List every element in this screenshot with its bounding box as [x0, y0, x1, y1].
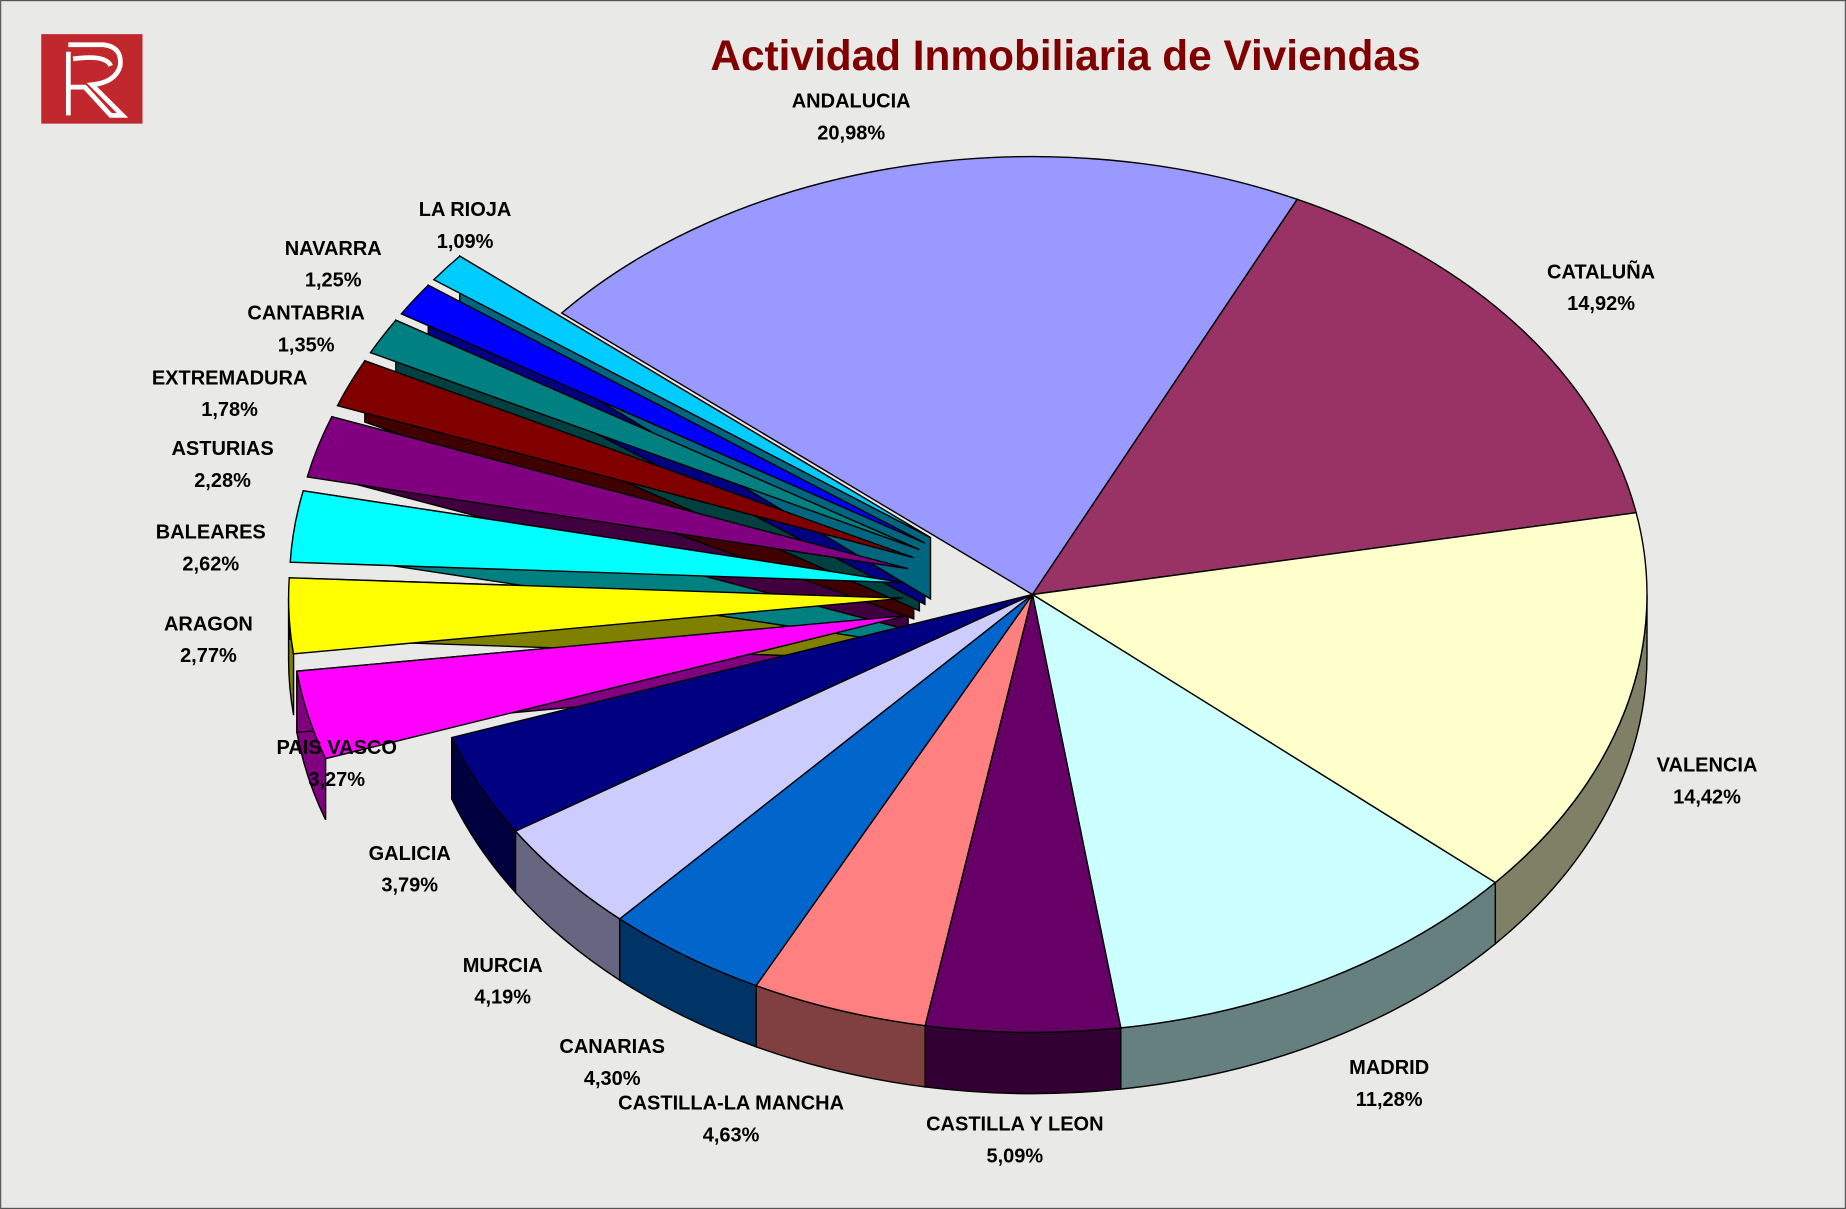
pie-slice — [369, 319, 920, 551]
slice-value-label: 4,30% — [584, 1068, 641, 1090]
slice-label: CANARIAS — [559, 1036, 665, 1058]
pie-slice — [289, 490, 905, 584]
slice-label: PAIS VASCO — [277, 737, 397, 759]
slice-value-label: 1,35% — [278, 334, 335, 356]
pie-slice — [400, 284, 926, 544]
slice-label: CATALUÑA — [1547, 260, 1655, 283]
slice-value-label: 4,19% — [474, 987, 531, 1009]
logo — [41, 34, 143, 124]
slice-label: VALENCIA — [1657, 755, 1758, 777]
slice-value-label: 1,78% — [201, 399, 258, 421]
pie-slice — [924, 594, 1122, 1034]
pie-slice — [306, 415, 909, 570]
slice-label: CANTABRIA — [247, 303, 364, 325]
slice-label: LA RIOJA — [419, 199, 512, 221]
slice-value-label: 4,63% — [703, 1124, 760, 1146]
slice-value-label: 2,28% — [194, 470, 251, 492]
pie-slice — [560, 155, 1299, 596]
slice-label: NAVARRA — [285, 238, 382, 260]
pie-slice — [755, 594, 1034, 1027]
slice-label: MADRID — [1349, 1057, 1429, 1079]
slice-label: CASTILLA-LA MANCHA — [618, 1093, 844, 1115]
slice-value-label: 3,79% — [381, 875, 438, 897]
slice-label: BALEARES — [156, 522, 266, 544]
slice-value-label: 5,09% — [986, 1145, 1043, 1167]
slice-value-label: 1,09% — [437, 231, 494, 253]
slice-label: ANDALUCIA — [792, 91, 911, 113]
slice-label: ARAGON — [164, 613, 253, 635]
pie-slice — [287, 577, 904, 655]
logo-box — [41, 34, 143, 124]
pie-slice — [618, 593, 1034, 987]
slice-label: ASTURIAS — [171, 438, 273, 460]
slice-value-label: 11,28% — [1356, 1089, 1423, 1111]
logo-mark — [65, 42, 129, 118]
slice-label: GALICIA — [369, 843, 451, 865]
slice-value-label: 3,27% — [308, 769, 365, 791]
chart-title: Actividad Inmobiliaria de Viviendas — [710, 32, 1420, 79]
slice-value-label: 2,62% — [182, 553, 239, 575]
slice-label: CASTILLA Y LEON — [926, 1114, 1103, 1136]
slice-value-label: 14,92% — [1567, 293, 1635, 315]
slice-label: MURCIA — [463, 955, 543, 977]
slice-label: EXTREMADURA — [152, 367, 308, 389]
pie-slice — [296, 614, 907, 760]
slice-value-label: 14,42% — [1673, 786, 1741, 808]
pie-slice — [1030, 511, 1648, 884]
pie-slice — [336, 359, 914, 559]
slice-value-label: 1,25% — [305, 270, 362, 292]
slice-value-label: 2,77% — [180, 645, 237, 667]
slice-value-label: 20,98% — [817, 122, 885, 144]
pie-slice — [1031, 198, 1638, 596]
pie-slice — [1031, 593, 1497, 1029]
slice-side — [924, 1024, 1122, 1095]
pie-slice — [450, 593, 1033, 833]
pie-slice — [432, 255, 931, 539]
